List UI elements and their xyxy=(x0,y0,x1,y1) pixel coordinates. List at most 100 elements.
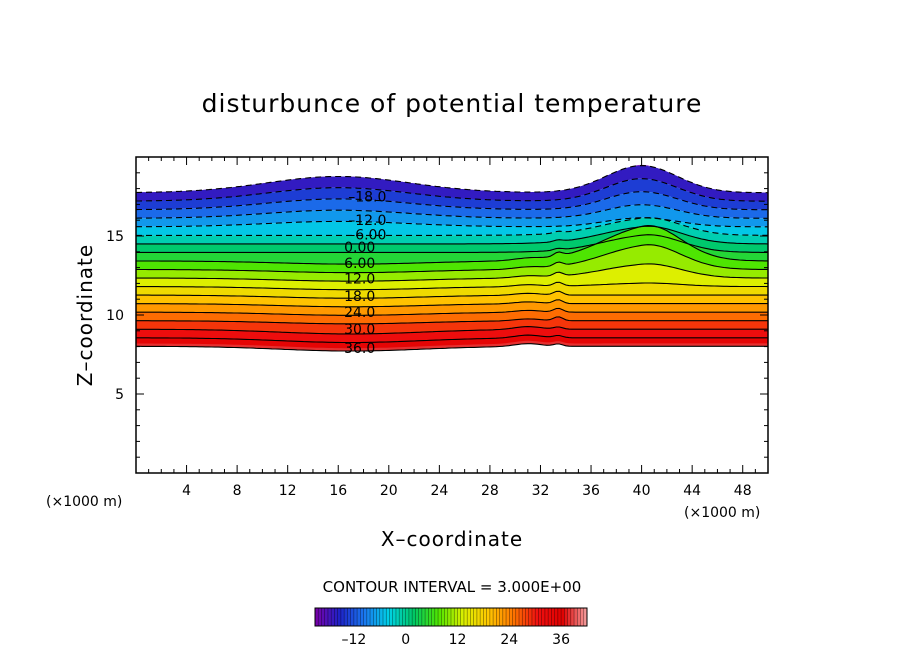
colorbar-swatch xyxy=(551,608,555,626)
colorbar-tick-label: –12 xyxy=(341,632,366,648)
colorbar-swatch xyxy=(541,608,546,626)
colorbar-swatch xyxy=(327,608,332,626)
colorbar-tick-label: 0 xyxy=(401,632,410,648)
colorbar-swatch xyxy=(412,608,416,626)
contour-line-15 xyxy=(136,281,768,291)
colorbar-swatch xyxy=(570,608,575,626)
colorbar-swatch xyxy=(506,608,510,626)
band-5 xyxy=(136,217,768,236)
contour-line-12 xyxy=(136,263,768,282)
colorbar-swatch xyxy=(337,608,342,626)
colorbar-swatch xyxy=(538,608,542,626)
colorbar-swatch xyxy=(483,608,487,626)
colorbar-swatch xyxy=(577,608,581,626)
y-axis-ticks: 5 10 15 xyxy=(106,156,768,474)
colorbar-swatch xyxy=(389,608,394,626)
colorbar-swatch xyxy=(405,608,410,626)
y-tick-label: 15 xyxy=(106,229,124,245)
colorbar-swatch xyxy=(480,608,484,626)
contour-label-7: 24.0 xyxy=(344,305,375,321)
contour-lines xyxy=(136,165,768,352)
colorbar-swatch xyxy=(489,608,494,626)
colorbar-swatch xyxy=(444,608,449,626)
colorbar-swatch xyxy=(408,608,413,626)
contour-label-3: 0.00 xyxy=(344,240,375,256)
colorbar-tick-label: 12 xyxy=(449,632,467,648)
contour-label-1: –12.0 xyxy=(348,213,386,229)
colorbar-swatch xyxy=(353,608,358,626)
colorbar-swatch xyxy=(421,608,426,626)
temperature-bands xyxy=(136,164,768,351)
contour-line-36 xyxy=(136,343,768,352)
x-axis-ticks: 4 8 12 16 20 24 28 32 36 40 44 48 xyxy=(135,157,769,499)
x-tick-label: 36 xyxy=(582,483,600,499)
contour-line-9 xyxy=(136,244,768,274)
contour-line-6 xyxy=(136,225,768,265)
colorbar-swatch xyxy=(347,608,351,626)
band-1 xyxy=(136,165,768,202)
band-3 xyxy=(136,191,768,219)
colorbar-swatch xyxy=(324,608,329,626)
contour-interval-label: CONTOUR INTERVAL = 3.000E+00 xyxy=(323,578,582,596)
colorbar-swatch xyxy=(395,608,400,626)
colorbar-swatch xyxy=(321,608,326,626)
z-unit-label: (×1000 m) xyxy=(46,494,122,510)
colorbar-swatch xyxy=(370,608,374,626)
colorbar-swatch xyxy=(425,608,429,626)
colorbar-swatch xyxy=(399,608,403,626)
colorbar-swatch xyxy=(331,608,335,626)
contour-label-9: 36.0 xyxy=(344,341,375,357)
band-8 xyxy=(136,225,768,265)
x-axis-label: X–coordinate xyxy=(381,527,523,551)
colorbar-swatch xyxy=(583,608,588,626)
colorbar-swatch xyxy=(473,608,478,626)
y-axis-label: Z–coordinate xyxy=(73,244,97,386)
colorbar-swatch xyxy=(519,608,523,626)
colorbar xyxy=(314,607,588,627)
contour-line--15 xyxy=(136,178,768,202)
band-17 xyxy=(136,326,768,343)
x-tick-label: 32 xyxy=(532,483,550,499)
y-tick-label: 10 xyxy=(106,308,124,324)
colorbar-swatch xyxy=(463,608,468,626)
contour-line-21 xyxy=(136,299,768,308)
x-tick-label: 28 xyxy=(481,483,499,499)
colorbar-swatch xyxy=(574,608,578,626)
colorbar-swatch xyxy=(386,608,390,626)
contour-label-8: 30.0 xyxy=(344,322,375,338)
colorbar-swatch xyxy=(379,608,384,626)
colorbar-swatch xyxy=(315,608,319,626)
colorbar-swatch xyxy=(402,608,406,626)
colorbar-swatch xyxy=(428,608,432,626)
contour-label-4: 6.00 xyxy=(344,256,375,272)
x-tick-label: 20 xyxy=(380,483,398,499)
colorbar-swatch xyxy=(441,608,445,626)
x-tick-label: 16 xyxy=(329,483,347,499)
band-9 xyxy=(136,225,768,273)
colorbar-swatch xyxy=(561,608,565,626)
colorbar-tick-label: 24 xyxy=(500,632,518,648)
colorbar-swatch xyxy=(460,608,465,626)
band-12 xyxy=(136,282,768,299)
colorbar-swatch xyxy=(438,608,442,626)
colorbar-swatch xyxy=(344,608,348,626)
colorbar-swatch xyxy=(486,608,491,626)
colorbar-swatch xyxy=(447,608,452,626)
colorbar-swatch xyxy=(457,608,462,626)
colorbar-swatch xyxy=(476,608,481,626)
colorbar-swatch xyxy=(531,608,536,626)
colorbar-swatch xyxy=(357,608,361,626)
colorbar-swatch xyxy=(383,608,387,626)
colorbar-swatch xyxy=(392,608,397,626)
colorbar-swatch xyxy=(360,608,364,626)
colorbar-swatch xyxy=(451,608,455,626)
colorbar-swatch xyxy=(502,608,507,626)
colorbar-swatch xyxy=(564,608,568,626)
band-19 xyxy=(136,340,768,351)
contour-line--12 xyxy=(136,191,768,211)
colorbar-swatch xyxy=(373,608,377,626)
x-tick-label: 4 xyxy=(182,483,191,499)
colorbar-swatch xyxy=(350,608,355,626)
contour-label-6: 18.0 xyxy=(344,289,375,305)
contour-line-3 xyxy=(136,234,768,253)
